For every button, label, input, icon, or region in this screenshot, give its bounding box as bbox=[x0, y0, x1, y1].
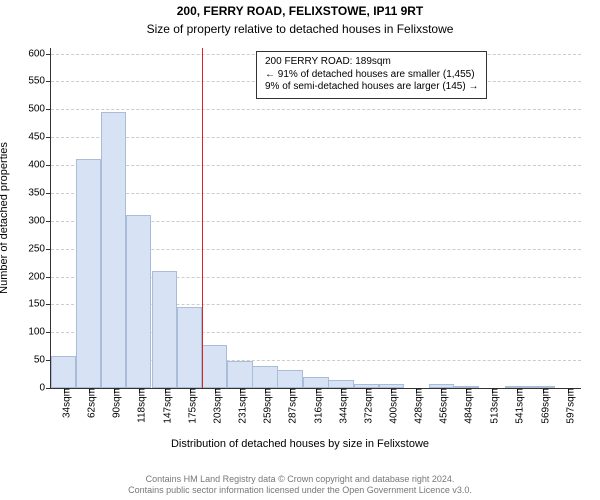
histogram-bar bbox=[277, 370, 302, 388]
footer-line1: Contains HM Land Registry data © Crown c… bbox=[0, 474, 600, 485]
xtick-label: 541sqm bbox=[509, 388, 526, 424]
ytick-label: 300 bbox=[28, 215, 51, 226]
xtick-label: 34sqm bbox=[55, 388, 72, 418]
histogram-bar bbox=[227, 361, 252, 388]
histogram-bar bbox=[177, 307, 202, 388]
xtick-label: 175sqm bbox=[181, 388, 198, 424]
histogram-bar bbox=[252, 366, 277, 388]
annotation-line: 9% of semi-detached houses are larger (1… bbox=[265, 81, 478, 94]
xtick-label: 316sqm bbox=[308, 388, 325, 424]
ytick-label: 150 bbox=[28, 299, 51, 310]
chart-title-line1: 200, FERRY ROAD, FELIXSTOWE, IP11 9RT bbox=[0, 4, 600, 18]
chart-title-line2: Size of property relative to detached ho… bbox=[0, 22, 600, 36]
ytick-label: 550 bbox=[28, 76, 51, 87]
annotation-line: 200 FERRY ROAD: 189sqm bbox=[265, 56, 478, 69]
xtick-label: 513sqm bbox=[484, 388, 501, 424]
xtick-label: 90sqm bbox=[105, 388, 122, 418]
xtick-label: 597sqm bbox=[559, 388, 576, 424]
ytick-label: 350 bbox=[28, 187, 51, 198]
histogram-bar bbox=[101, 112, 126, 388]
xtick-label: 203sqm bbox=[206, 388, 223, 424]
ytick-label: 450 bbox=[28, 132, 51, 143]
histogram-bar bbox=[76, 159, 101, 388]
ytick-label: 0 bbox=[39, 383, 51, 394]
ytick-label: 500 bbox=[28, 104, 51, 115]
x-axis-label: Distribution of detached houses by size … bbox=[0, 438, 600, 450]
plot-area: 05010015020025030035040045050055060034sq… bbox=[50, 48, 581, 389]
histogram-bar bbox=[202, 345, 227, 388]
xtick-label: 118sqm bbox=[130, 388, 147, 423]
xtick-label: 569sqm bbox=[534, 388, 551, 424]
gridline bbox=[51, 193, 581, 194]
ytick-label: 250 bbox=[28, 243, 51, 254]
gridline bbox=[51, 165, 581, 166]
ytick-label: 400 bbox=[28, 160, 51, 171]
xtick-label: 147sqm bbox=[156, 388, 173, 424]
histogram-bar bbox=[126, 215, 151, 388]
y-axis-label: Number of detached properties bbox=[0, 142, 10, 294]
histogram-bar bbox=[152, 271, 177, 388]
ytick-label: 100 bbox=[28, 327, 51, 338]
histogram-bar bbox=[51, 356, 76, 388]
ytick-label: 200 bbox=[28, 271, 51, 282]
gridline bbox=[51, 109, 581, 110]
footer-line2: Contains public sector information licen… bbox=[0, 485, 600, 496]
xtick-label: 62sqm bbox=[80, 388, 97, 418]
footer-attribution: Contains HM Land Registry data © Crown c… bbox=[0, 474, 600, 496]
annotation-box: 200 FERRY ROAD: 189sqm← 91% of detached … bbox=[256, 51, 487, 99]
xtick-label: 372sqm bbox=[358, 388, 375, 424]
chart-container: 200, FERRY ROAD, FELIXSTOWE, IP11 9RT Si… bbox=[0, 0, 600, 500]
xtick-label: 484sqm bbox=[458, 388, 475, 424]
annotation-line: ← 91% of detached houses are smaller (1,… bbox=[265, 69, 478, 82]
gridline bbox=[51, 137, 581, 138]
xtick-label: 400sqm bbox=[383, 388, 400, 424]
xtick-label: 456sqm bbox=[433, 388, 450, 424]
reference-line bbox=[202, 48, 203, 388]
histogram-bar bbox=[328, 380, 353, 388]
xtick-label: 259sqm bbox=[256, 388, 273, 424]
xtick-label: 428sqm bbox=[408, 388, 425, 424]
ytick-label: 50 bbox=[34, 355, 51, 366]
xtick-label: 287sqm bbox=[282, 388, 299, 424]
ytick-label: 600 bbox=[28, 48, 51, 59]
histogram-bar bbox=[303, 377, 328, 388]
xtick-label: 231sqm bbox=[231, 388, 248, 424]
xtick-label: 344sqm bbox=[333, 388, 350, 424]
